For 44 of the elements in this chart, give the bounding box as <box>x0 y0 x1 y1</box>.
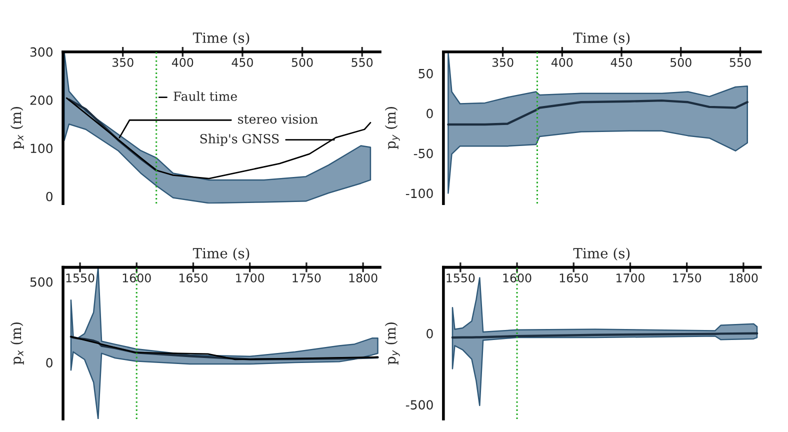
x-tick-label: 1800 <box>349 273 378 282</box>
y-axis-title: p$_{y}$ (m) <box>384 322 400 365</box>
x-tick-label: 350 <box>112 58 134 67</box>
y-tick-label: 100 <box>30 144 52 154</box>
y-tick-label: 300 <box>30 47 52 57</box>
x-axis-title: Time (s) <box>192 248 250 260</box>
x-tick-label: 1750 <box>292 273 321 282</box>
x-tick-label: 400 <box>551 58 573 67</box>
y-tick-label: 0 <box>46 192 52 202</box>
x-tick-label: 1600 <box>122 273 151 282</box>
y-tick-label: 50 <box>418 68 433 78</box>
y-tick-label: 200 <box>30 95 52 105</box>
x-axis-title: Time (s) <box>192 32 250 45</box>
x-tick-label: 1550 <box>66 273 94 282</box>
x-tick-label: 450 <box>232 58 253 67</box>
ref-line-label: Fault time <box>174 91 237 101</box>
x-tick-label: 400 <box>172 58 194 67</box>
x-tick-label: 1700 <box>616 273 644 282</box>
x-tick-label: 350 <box>492 58 514 67</box>
x-tick-label: 500 <box>670 58 692 67</box>
y-tick-label: 0 <box>426 108 433 118</box>
y-axis-title: p$_{x}$ (m) <box>10 322 24 365</box>
x-axis-title: Time (s) <box>573 248 630 260</box>
x-tick-label: 550 <box>352 58 373 67</box>
y-axis-title: p$_{x}$ (m) <box>10 107 24 150</box>
y-axis-title: p$_{y}$ (m) <box>384 107 400 150</box>
x-tick-label: 500 <box>292 58 313 67</box>
x-tick-label: 1600 <box>503 273 532 282</box>
x-tick-label: 1800 <box>730 273 758 282</box>
x-tick-label: 1650 <box>180 273 208 282</box>
y-tick-label: -100 <box>406 188 433 198</box>
y-tick-label: 0 <box>426 328 433 338</box>
x-tick-label: 450 <box>610 58 632 67</box>
x-axis-title: Time (s) <box>573 32 630 45</box>
y-tick-label: -500 <box>406 400 433 410</box>
y-tick-label: 0 <box>46 358 52 368</box>
text: stereo vision <box>238 114 318 124</box>
x-tick-label: 1550 <box>446 273 475 282</box>
x-tick-label: 550 <box>730 58 751 67</box>
x-tick-label: 1750 <box>673 273 702 282</box>
x-tick-label: 1650 <box>560 273 588 282</box>
x-tick-label: 1700 <box>236 273 264 282</box>
y-tick-label: -50 <box>414 148 433 158</box>
series-label: Ship's GNSS <box>200 134 279 146</box>
